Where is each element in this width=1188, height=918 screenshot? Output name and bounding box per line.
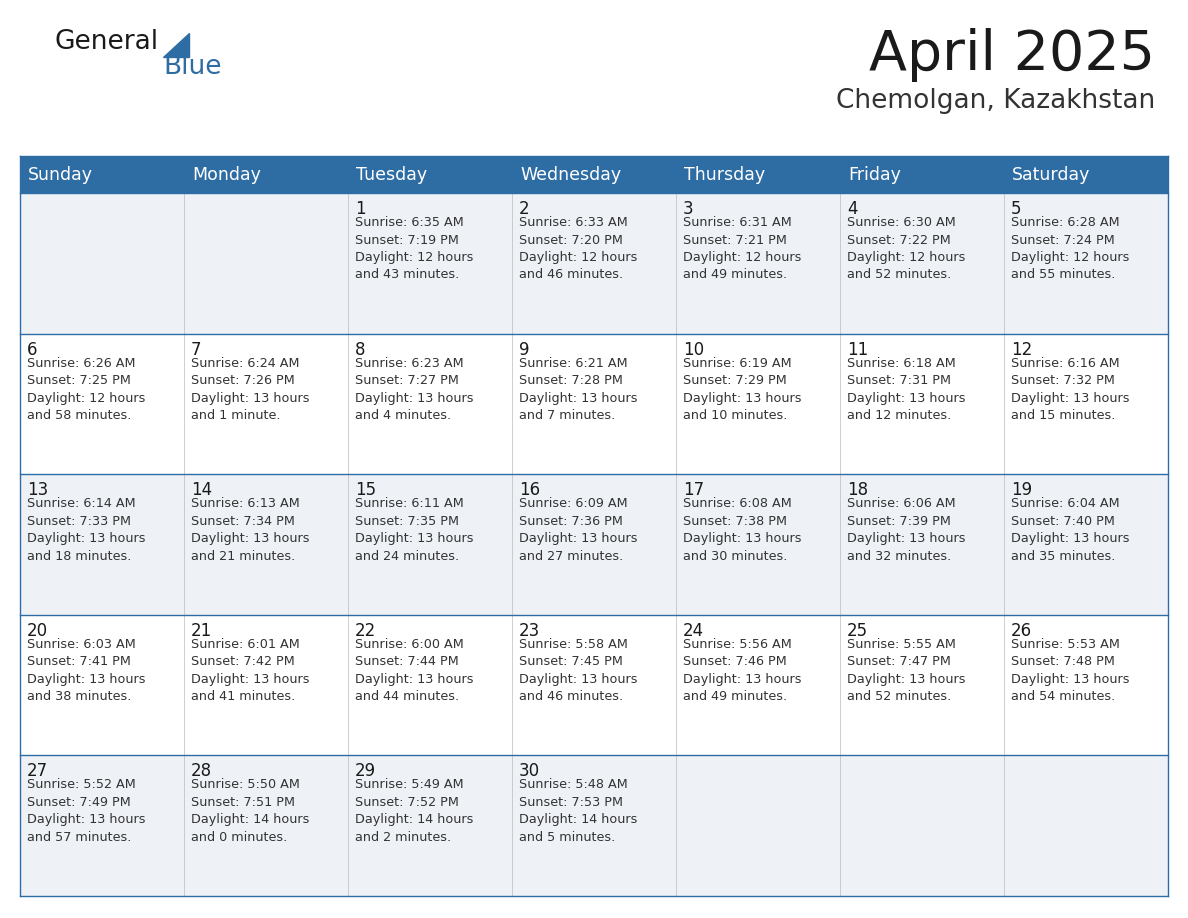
Text: 12: 12 <box>1011 341 1032 359</box>
Text: Sunrise: 6:19 AM
Sunset: 7:29 PM
Daylight: 13 hours
and 10 minutes.: Sunrise: 6:19 AM Sunset: 7:29 PM Dayligh… <box>683 356 802 422</box>
Text: 7: 7 <box>191 341 202 359</box>
Text: 23: 23 <box>519 621 541 640</box>
Text: Blue: Blue <box>163 54 221 80</box>
Text: 19: 19 <box>1011 481 1032 499</box>
Text: Sunrise: 6:35 AM
Sunset: 7:19 PM
Daylight: 12 hours
and 43 minutes.: Sunrise: 6:35 AM Sunset: 7:19 PM Dayligh… <box>355 216 473 282</box>
Text: Sunrise: 6:14 AM
Sunset: 7:33 PM
Daylight: 13 hours
and 18 minutes.: Sunrise: 6:14 AM Sunset: 7:33 PM Dayligh… <box>27 498 145 563</box>
Text: Sunrise: 6:21 AM
Sunset: 7:28 PM
Daylight: 13 hours
and 7 minutes.: Sunrise: 6:21 AM Sunset: 7:28 PM Dayligh… <box>519 356 638 422</box>
Text: Sunrise: 6:33 AM
Sunset: 7:20 PM
Daylight: 12 hours
and 46 minutes.: Sunrise: 6:33 AM Sunset: 7:20 PM Dayligh… <box>519 216 638 282</box>
Text: Sunrise: 6:26 AM
Sunset: 7:25 PM
Daylight: 12 hours
and 58 minutes.: Sunrise: 6:26 AM Sunset: 7:25 PM Dayligh… <box>27 356 145 422</box>
Text: Wednesday: Wednesday <box>520 165 621 184</box>
Text: Sunrise: 6:03 AM
Sunset: 7:41 PM
Daylight: 13 hours
and 38 minutes.: Sunrise: 6:03 AM Sunset: 7:41 PM Dayligh… <box>27 638 145 703</box>
Bar <box>20 333 1168 475</box>
Text: Chemolgan, Kazakhstan: Chemolgan, Kazakhstan <box>835 88 1155 114</box>
Bar <box>20 756 1168 896</box>
Text: Sunrise: 6:16 AM
Sunset: 7:32 PM
Daylight: 13 hours
and 15 minutes.: Sunrise: 6:16 AM Sunset: 7:32 PM Dayligh… <box>1011 356 1130 422</box>
Text: Sunrise: 5:49 AM
Sunset: 7:52 PM
Daylight: 14 hours
and 2 minutes.: Sunrise: 5:49 AM Sunset: 7:52 PM Dayligh… <box>355 778 473 844</box>
Text: 30: 30 <box>519 763 541 780</box>
Text: 25: 25 <box>847 621 868 640</box>
Text: Sunrise: 6:06 AM
Sunset: 7:39 PM
Daylight: 13 hours
and 32 minutes.: Sunrise: 6:06 AM Sunset: 7:39 PM Dayligh… <box>847 498 966 563</box>
Bar <box>20 193 1168 333</box>
Text: Sunrise: 5:56 AM
Sunset: 7:46 PM
Daylight: 13 hours
and 49 minutes.: Sunrise: 5:56 AM Sunset: 7:46 PM Dayligh… <box>683 638 802 703</box>
Text: 18: 18 <box>847 481 868 499</box>
Polygon shape <box>163 33 189 57</box>
Text: 21: 21 <box>191 621 213 640</box>
Text: 16: 16 <box>519 481 541 499</box>
Text: Thursday: Thursday <box>684 165 765 184</box>
Text: 27: 27 <box>27 763 49 780</box>
Text: Sunrise: 5:55 AM
Sunset: 7:47 PM
Daylight: 13 hours
and 52 minutes.: Sunrise: 5:55 AM Sunset: 7:47 PM Dayligh… <box>847 638 966 703</box>
Text: Sunrise: 6:09 AM
Sunset: 7:36 PM
Daylight: 13 hours
and 27 minutes.: Sunrise: 6:09 AM Sunset: 7:36 PM Dayligh… <box>519 498 638 563</box>
Text: Sunrise: 5:52 AM
Sunset: 7:49 PM
Daylight: 13 hours
and 57 minutes.: Sunrise: 5:52 AM Sunset: 7:49 PM Dayligh… <box>27 778 145 844</box>
Text: 6: 6 <box>27 341 38 359</box>
Text: 9: 9 <box>519 341 530 359</box>
Text: 2: 2 <box>519 200 530 218</box>
Text: 5: 5 <box>1011 200 1022 218</box>
Text: 11: 11 <box>847 341 868 359</box>
Text: 28: 28 <box>191 763 213 780</box>
Text: 22: 22 <box>355 621 377 640</box>
Text: Sunrise: 6:30 AM
Sunset: 7:22 PM
Daylight: 12 hours
and 52 minutes.: Sunrise: 6:30 AM Sunset: 7:22 PM Dayligh… <box>847 216 966 282</box>
Bar <box>20 475 1168 615</box>
Text: 10: 10 <box>683 341 704 359</box>
Text: 20: 20 <box>27 621 49 640</box>
Bar <box>20 615 1168 756</box>
Text: Sunrise: 5:53 AM
Sunset: 7:48 PM
Daylight: 13 hours
and 54 minutes.: Sunrise: 5:53 AM Sunset: 7:48 PM Dayligh… <box>1011 638 1130 703</box>
Text: 24: 24 <box>683 621 704 640</box>
Text: Sunrise: 6:31 AM
Sunset: 7:21 PM
Daylight: 12 hours
and 49 minutes.: Sunrise: 6:31 AM Sunset: 7:21 PM Dayligh… <box>683 216 802 282</box>
Text: Sunrise: 6:01 AM
Sunset: 7:42 PM
Daylight: 13 hours
and 41 minutes.: Sunrise: 6:01 AM Sunset: 7:42 PM Dayligh… <box>191 638 310 703</box>
Text: Sunrise: 5:58 AM
Sunset: 7:45 PM
Daylight: 13 hours
and 46 minutes.: Sunrise: 5:58 AM Sunset: 7:45 PM Dayligh… <box>519 638 638 703</box>
Text: Tuesday: Tuesday <box>356 165 428 184</box>
Bar <box>20 156 1168 193</box>
Text: Sunrise: 6:24 AM
Sunset: 7:26 PM
Daylight: 13 hours
and 1 minute.: Sunrise: 6:24 AM Sunset: 7:26 PM Dayligh… <box>191 356 310 422</box>
Text: 1: 1 <box>355 200 366 218</box>
Text: 13: 13 <box>27 481 49 499</box>
Text: Sunrise: 5:48 AM
Sunset: 7:53 PM
Daylight: 14 hours
and 5 minutes.: Sunrise: 5:48 AM Sunset: 7:53 PM Dayligh… <box>519 778 638 844</box>
Text: 26: 26 <box>1011 621 1032 640</box>
Text: 3: 3 <box>683 200 694 218</box>
Text: General: General <box>55 29 159 55</box>
Text: Sunrise: 6:08 AM
Sunset: 7:38 PM
Daylight: 13 hours
and 30 minutes.: Sunrise: 6:08 AM Sunset: 7:38 PM Dayligh… <box>683 498 802 563</box>
Text: Friday: Friday <box>848 165 901 184</box>
Text: Sunrise: 6:23 AM
Sunset: 7:27 PM
Daylight: 13 hours
and 4 minutes.: Sunrise: 6:23 AM Sunset: 7:27 PM Dayligh… <box>355 356 474 422</box>
Text: Sunrise: 6:18 AM
Sunset: 7:31 PM
Daylight: 13 hours
and 12 minutes.: Sunrise: 6:18 AM Sunset: 7:31 PM Dayligh… <box>847 356 966 422</box>
Text: Sunrise: 6:04 AM
Sunset: 7:40 PM
Daylight: 13 hours
and 35 minutes.: Sunrise: 6:04 AM Sunset: 7:40 PM Dayligh… <box>1011 498 1130 563</box>
Text: April 2025: April 2025 <box>868 28 1155 82</box>
Text: 4: 4 <box>847 200 858 218</box>
Text: 17: 17 <box>683 481 704 499</box>
Text: 15: 15 <box>355 481 377 499</box>
Text: Monday: Monday <box>192 165 261 184</box>
Text: Sunrise: 6:00 AM
Sunset: 7:44 PM
Daylight: 13 hours
and 44 minutes.: Sunrise: 6:00 AM Sunset: 7:44 PM Dayligh… <box>355 638 474 703</box>
Text: Sunrise: 5:50 AM
Sunset: 7:51 PM
Daylight: 14 hours
and 0 minutes.: Sunrise: 5:50 AM Sunset: 7:51 PM Dayligh… <box>191 778 309 844</box>
Text: Sunrise: 6:11 AM
Sunset: 7:35 PM
Daylight: 13 hours
and 24 minutes.: Sunrise: 6:11 AM Sunset: 7:35 PM Dayligh… <box>355 498 474 563</box>
Text: Sunday: Sunday <box>29 165 93 184</box>
Text: Sunrise: 6:28 AM
Sunset: 7:24 PM
Daylight: 12 hours
and 55 minutes.: Sunrise: 6:28 AM Sunset: 7:24 PM Dayligh… <box>1011 216 1130 282</box>
Text: 8: 8 <box>355 341 366 359</box>
Text: Sunrise: 6:13 AM
Sunset: 7:34 PM
Daylight: 13 hours
and 21 minutes.: Sunrise: 6:13 AM Sunset: 7:34 PM Dayligh… <box>191 498 310 563</box>
Text: Saturday: Saturday <box>1012 165 1091 184</box>
Text: 14: 14 <box>191 481 213 499</box>
Text: 29: 29 <box>355 763 377 780</box>
